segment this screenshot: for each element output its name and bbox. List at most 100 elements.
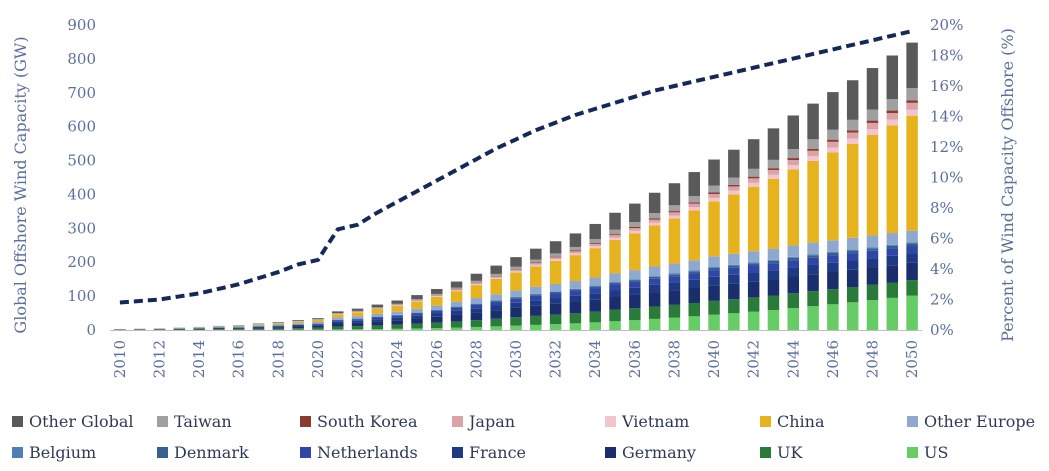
bar-segment: [510, 266, 522, 270]
bar-segment: [708, 300, 720, 315]
x-tick-label: 2040: [705, 340, 723, 378]
bar-segment: [530, 264, 542, 267]
bar-segment: [827, 252, 839, 256]
bar-segment: [787, 267, 800, 277]
bar-segment: [232, 325, 245, 327]
y2-axis-title: Percent of Wind Capacity Offshore (%): [998, 28, 1017, 342]
bar-segment: [668, 211, 681, 213]
bar-segment: [866, 250, 879, 259]
bar-segment: [450, 327, 463, 330]
bar-segment: [688, 202, 700, 204]
bar-segment: [846, 253, 859, 261]
legend-swatch: [12, 446, 23, 458]
bar-segment: [411, 315, 423, 319]
bar-segment: [549, 253, 562, 257]
legend-swatch: [907, 446, 918, 458]
bar-segment: [827, 262, 839, 273]
bar-segment: [648, 225, 661, 267]
bar-segment: [332, 323, 344, 327]
legend-item: Vietnam: [605, 408, 689, 434]
bar-segment: [391, 315, 403, 318]
bar-segment: [490, 310, 502, 319]
bar-segment: [807, 264, 819, 275]
bar-segment: [866, 267, 879, 285]
legend-item: Netherlands: [300, 439, 418, 465]
bar-segment: [450, 289, 463, 291]
y-tick-label: 100: [67, 287, 96, 305]
bar-segment: [490, 273, 502, 277]
bar-segment: [510, 298, 522, 303]
legend-item: UK: [760, 439, 802, 465]
bar-segment: [827, 141, 839, 148]
bar-segment: [728, 264, 740, 266]
bar-segment: [549, 257, 562, 260]
bar-segment: [332, 326, 344, 330]
bar-segment: [470, 273, 483, 281]
bar-segment: [272, 322, 285, 323]
bar-segment: [391, 304, 403, 306]
bar-segment: [292, 323, 304, 325]
bar-segment: [411, 318, 423, 324]
bar-segment: [549, 256, 562, 258]
bar-segment: [411, 299, 423, 301]
bar-segment: [589, 223, 601, 240]
bar-segment: [569, 255, 582, 282]
bar-segment: [807, 103, 819, 140]
legend-label: Belgium: [29, 442, 97, 462]
bar-segment: [609, 284, 621, 291]
bar-segment: [450, 307, 463, 311]
y2-tick-label: 18%: [930, 47, 963, 65]
bar-segment: [609, 273, 621, 282]
bar-segment: [747, 168, 760, 177]
legend-swatch: [907, 415, 918, 427]
bar-segment: [549, 293, 562, 299]
bar-segment: [708, 185, 720, 193]
x-tick-label: 2030: [507, 340, 525, 378]
bar-segment: [470, 326, 483, 330]
bar-segment: [549, 241, 562, 254]
bar-segment: [648, 213, 661, 219]
bar-segment: [470, 303, 483, 305]
bar-segment: [668, 273, 681, 275]
bar-segment: [906, 242, 918, 244]
bar-segment: [450, 301, 463, 307]
bar-segment: [530, 295, 542, 301]
bar-segment: [767, 168, 780, 170]
bar-segment: [747, 311, 760, 330]
bar-segment: [609, 297, 621, 310]
bar-segment: [371, 316, 384, 318]
bar-segment: [728, 283, 740, 300]
bar-segment: [866, 248, 879, 251]
bar-segment: [787, 169, 800, 246]
bar-segment: [450, 321, 463, 328]
bar-segment: [371, 304, 384, 308]
bar-segment: [688, 273, 700, 280]
bar-segment: [351, 308, 364, 311]
bar-segment: [589, 311, 601, 323]
bar-segment: [787, 159, 800, 166]
bar-segment: [490, 278, 502, 295]
bar-segment: [510, 272, 522, 291]
bar-segment: [807, 257, 819, 265]
legend-swatch: [760, 415, 771, 427]
x-tick-label: 2026: [428, 340, 446, 378]
x-tick-label: 2038: [665, 340, 683, 378]
bar-segment: [668, 212, 681, 216]
y-tick-label: 300: [67, 219, 96, 237]
bar-segment: [351, 318, 364, 320]
bar-segment: [728, 299, 740, 314]
bar-segment: [648, 266, 661, 277]
bar-segment: [668, 205, 681, 212]
bar-segment: [846, 237, 859, 250]
bar-segment: [609, 309, 621, 322]
bar-segment: [629, 320, 641, 330]
bar-segment: [708, 276, 720, 286]
legend-swatch: [452, 446, 463, 458]
bar-segment: [470, 304, 483, 309]
bar-segment: [708, 256, 720, 268]
bar-segment: [411, 313, 423, 316]
x-tick-label: 2050: [903, 340, 921, 378]
bar-segment: [490, 305, 502, 311]
bar-segment: [688, 203, 700, 208]
bar-segment: [609, 239, 621, 274]
